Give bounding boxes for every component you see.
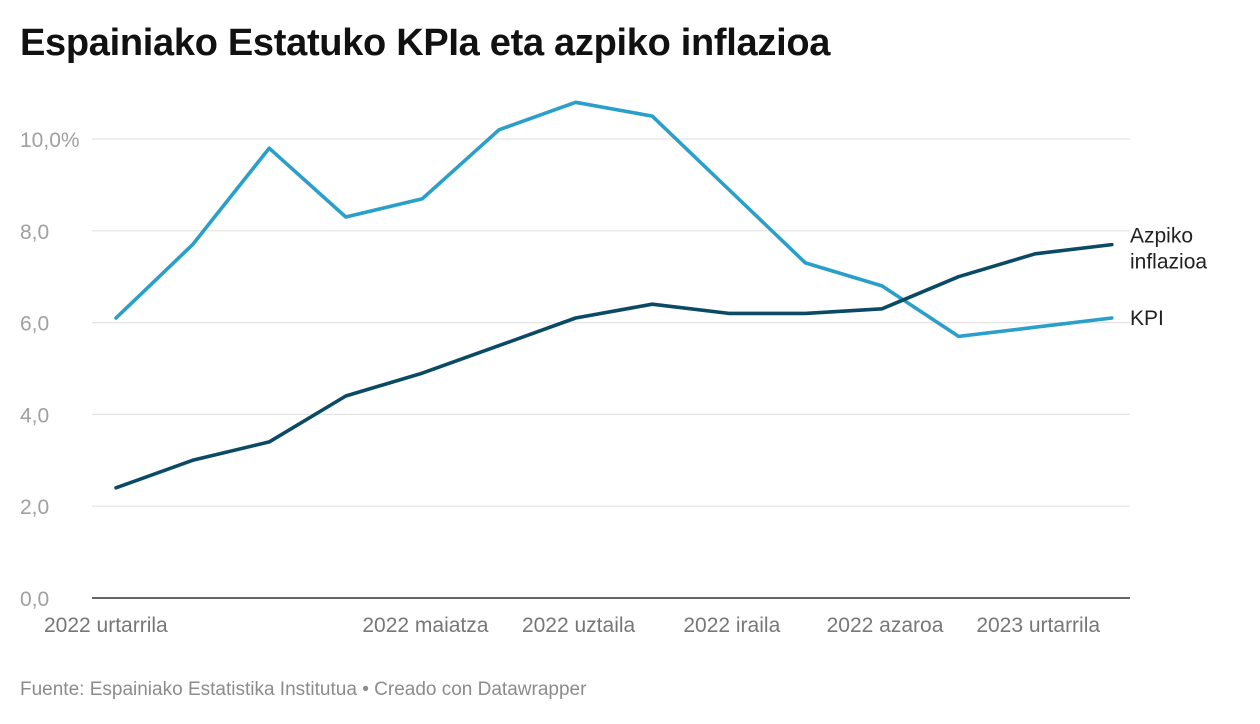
series-line-azpiko-inflazioa <box>114 242 1114 490</box>
x-tick-label: 2022 azaroa <box>827 614 944 637</box>
y-tick-label: 6,0 <box>20 313 49 336</box>
y-axis-ticks: 0,0 2,0 4,0 6,0 8,0 10,0% <box>20 129 80 611</box>
x-tick-label: 2022 uztaila <box>522 614 636 637</box>
credit-link[interactable]: Creado con Datawrapper <box>374 679 587 700</box>
series-label-line: inflazioa <box>1130 251 1207 274</box>
x-tick-label: 2022 iraila <box>683 614 780 637</box>
y-tick-label: 4,0 <box>20 404 49 427</box>
series-labels: KPI Azpiko inflazioa <box>1130 225 1207 330</box>
series-label-line: KPI <box>1130 307 1164 330</box>
y-tick-label: 8,0 <box>20 221 49 244</box>
series-line-kpi <box>114 100 1114 339</box>
footer: Fuente: Espainiako Estatistika Institutu… <box>20 679 586 701</box>
y-tick-label: 2,0 <box>20 496 49 519</box>
x-axis-ticks: 2022 urtarrila 2022 maiatza 2022 uztaila 20… <box>44 614 1100 637</box>
x-tick-label: 2023 urtarrila <box>976 614 1100 637</box>
gridlines <box>92 138 1130 507</box>
x-tick-label: 2022 urtarrila <box>44 614 168 637</box>
series-lines <box>114 100 1114 490</box>
source-text: Fuente: Espainiako Estatistika Institutu… <box>20 679 357 700</box>
series-label-kpi: KPI <box>1130 307 1164 330</box>
y-tick-label: 10,0% <box>20 129 80 152</box>
series-label-azpiko-inflazioa: Azpiko inflazioa <box>1130 225 1207 274</box>
x-tick-label: 2022 maiatza <box>362 614 488 637</box>
series-label-line: Azpiko <box>1130 225 1193 248</box>
chart-title: Espainiako Estatuko KPIa eta azpiko infl… <box>20 22 831 64</box>
line-chart: 0,02,04,06,08,010,0% 2022 urtarrila 2022 … <box>20 100 1207 637</box>
footer-separator: • <box>362 679 369 700</box>
y-tick-label: 0,0 <box>20 588 49 611</box>
